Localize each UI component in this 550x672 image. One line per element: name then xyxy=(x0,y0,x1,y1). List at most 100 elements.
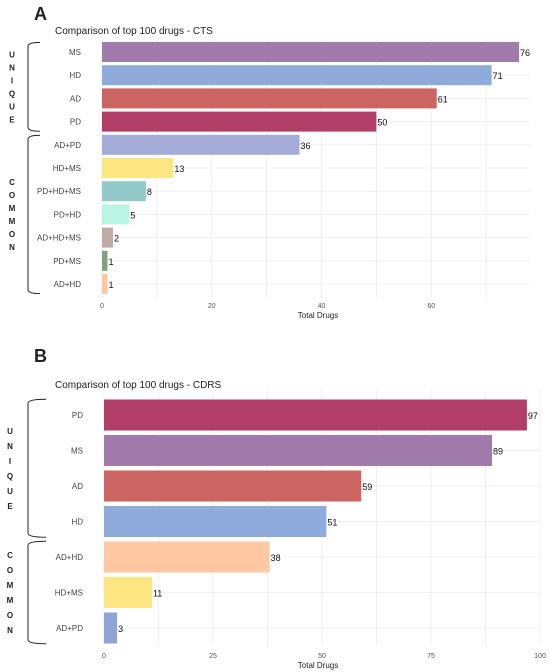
tick-label: 100 xyxy=(534,653,546,660)
category-label: PD+MS xyxy=(53,257,81,266)
data-label: 3 xyxy=(118,624,123,634)
category-label: MS xyxy=(69,48,81,57)
data-label: 36 xyxy=(301,141,311,151)
group-label-letter: N xyxy=(9,243,15,252)
chart-title-b: Comparison of top 100 drugs - CDRS xyxy=(55,380,222,391)
data-label: 76 xyxy=(520,48,530,58)
group-label-letter: I xyxy=(11,76,13,85)
x-axis-title: Total Drugs xyxy=(298,311,338,320)
group-label-letter: O xyxy=(9,230,15,239)
category-label: PD+HD xyxy=(54,210,82,219)
data-label: 38 xyxy=(271,553,281,563)
group-label-letter: M xyxy=(7,581,14,590)
group-label-letter: Q xyxy=(7,472,13,481)
bar xyxy=(104,541,270,573)
group-bracket xyxy=(27,41,41,132)
data-label: 11 xyxy=(153,589,162,599)
data-label: 71 xyxy=(493,71,503,81)
category-label: MS xyxy=(71,447,83,456)
chart-title-a: Comparison of top 100 drugs - CTS xyxy=(55,26,213,37)
category-label: AD xyxy=(72,482,83,491)
group-label-letter: U xyxy=(9,50,15,59)
x-axis-title: Total Drugs xyxy=(298,661,338,670)
group-label-letter: C xyxy=(7,551,13,560)
category-label: PD xyxy=(72,411,83,420)
data-label: 5 xyxy=(130,210,135,220)
category-label: HD xyxy=(69,71,81,80)
group-label-letter: C xyxy=(9,178,15,187)
group-label-letter: M xyxy=(9,204,16,213)
data-label: 2 xyxy=(114,234,119,244)
data-label: 97 xyxy=(528,411,538,421)
category-label: HD+MS xyxy=(53,164,81,173)
group-label-letter: N xyxy=(9,63,15,72)
bar xyxy=(102,274,108,294)
category-label: AD+PD xyxy=(54,141,81,150)
category-label: HD xyxy=(71,518,83,527)
group-label-letter: N xyxy=(7,442,13,451)
bar xyxy=(102,88,437,109)
group-label-letter: U xyxy=(7,487,13,496)
group-label-letter: O xyxy=(9,191,15,200)
group-label-letter: U xyxy=(7,427,13,436)
category-label: AD xyxy=(70,94,81,103)
bar xyxy=(102,65,492,86)
group-bracket xyxy=(27,398,47,538)
group-label-letter: U xyxy=(9,102,15,111)
bar xyxy=(102,204,130,225)
tick-label: 0 xyxy=(100,303,104,310)
group-bracket xyxy=(27,134,41,295)
group-label-letter: O xyxy=(7,611,13,620)
group-bracket xyxy=(27,540,47,645)
group-label-letter: M xyxy=(9,217,16,226)
tick-label: 0 xyxy=(102,653,106,660)
group-label-letter: Q xyxy=(9,89,15,98)
bar xyxy=(104,577,152,608)
bar xyxy=(102,111,377,132)
bar-chart-cdrs: PD 97 MS 89 AD 59 HD 51 AD+HD 38 HD+MS 11 AD+PD 3 0 25 5… xyxy=(7,390,546,670)
bar xyxy=(104,470,362,502)
data-label: 89 xyxy=(493,447,503,457)
category-label: PD xyxy=(70,118,81,127)
bar xyxy=(102,181,146,202)
group-label-letter: M xyxy=(7,596,14,605)
tick-label: 25 xyxy=(209,653,217,660)
group-label-letter: E xyxy=(7,502,13,511)
tick-label: 20 xyxy=(208,303,216,310)
bar xyxy=(104,399,527,431)
bar xyxy=(104,612,118,644)
category-label: PD+HD+MS xyxy=(37,187,81,196)
group-label-letter: E xyxy=(9,115,15,124)
data-label: 8 xyxy=(147,187,152,197)
data-label: 50 xyxy=(377,118,387,128)
bar xyxy=(102,250,108,271)
category-label: AD+HD xyxy=(54,280,82,289)
bar xyxy=(102,42,520,62)
group-label-letter: N xyxy=(7,626,13,635)
group-label-letter: I xyxy=(9,457,11,466)
group-label-letter: O xyxy=(7,566,13,575)
category-label: AD+HD xyxy=(56,553,84,562)
tick-label: 50 xyxy=(318,653,326,660)
bar xyxy=(102,227,113,248)
category-label: AD+PD xyxy=(56,624,83,633)
data-label: 13 xyxy=(174,164,184,174)
bar xyxy=(102,134,300,155)
panel-label-a: A xyxy=(34,4,47,24)
category-label: HD+MS xyxy=(55,589,83,598)
chart-panel-b: B Comparison of top 100 drugs - CDRS PD 9… xyxy=(0,340,550,672)
tick-label: 40 xyxy=(318,303,326,310)
data-label: 1 xyxy=(108,280,113,290)
data-label: 51 xyxy=(327,518,337,528)
bar xyxy=(104,506,327,537)
data-label: 59 xyxy=(362,482,372,492)
data-label: 1 xyxy=(108,257,113,267)
category-label: AD+HD+MS xyxy=(37,234,81,243)
bar xyxy=(102,158,174,178)
tick-label: 75 xyxy=(427,653,435,660)
panel-label-b: B xyxy=(34,346,47,366)
chart-panel-a: A Comparison of top 100 drugs - CTS MS 76… xyxy=(0,0,550,330)
data-label: 61 xyxy=(438,94,448,104)
tick-label: 60 xyxy=(427,303,435,310)
